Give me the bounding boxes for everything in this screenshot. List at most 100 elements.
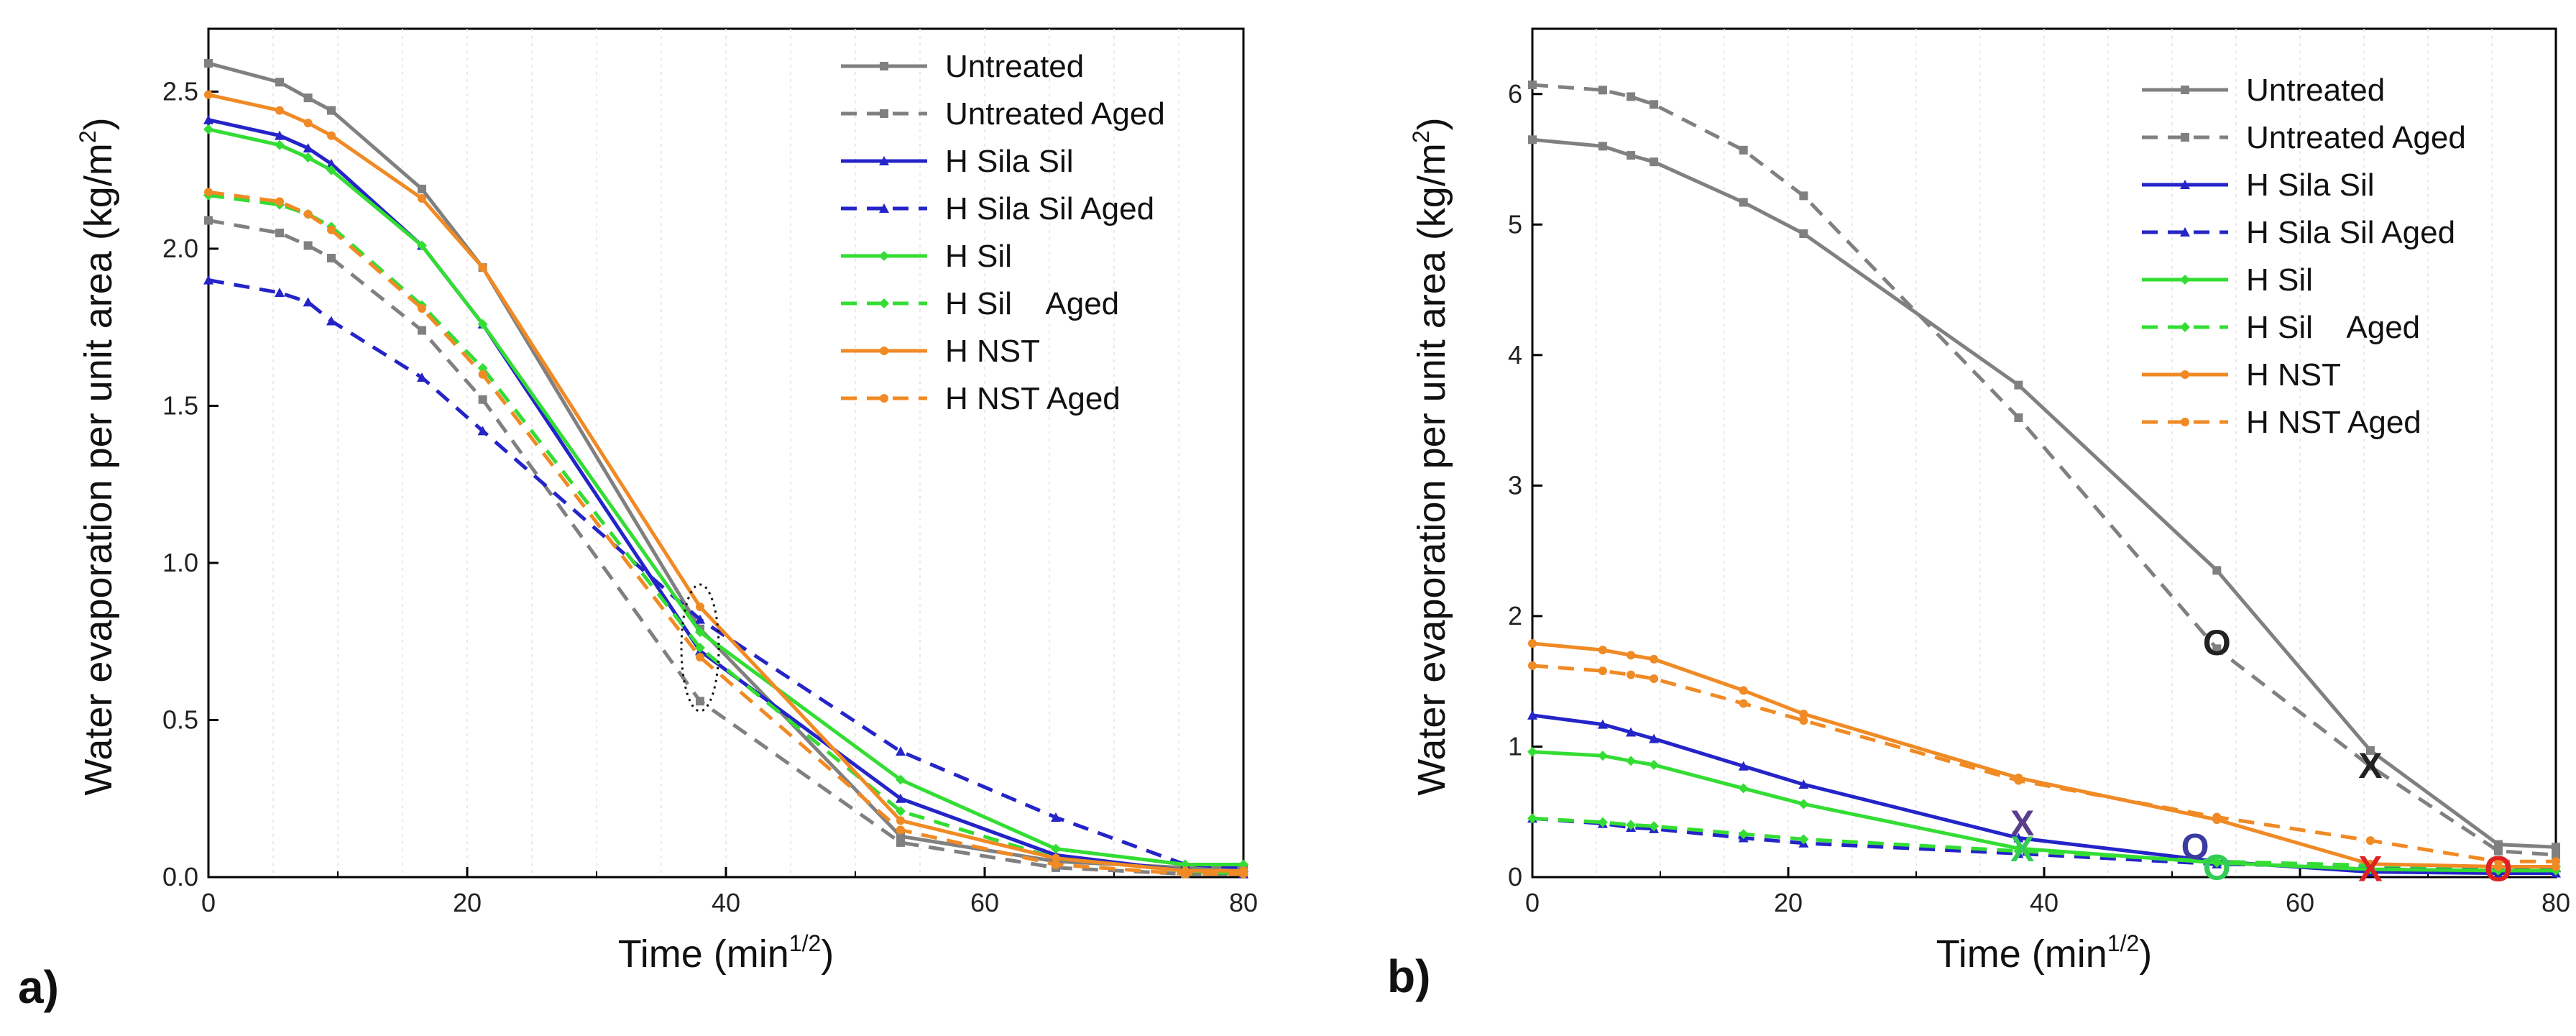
data-point [275, 130, 285, 140]
legend-label: H Sila Sil [2246, 168, 2375, 203]
data-point [1627, 151, 1636, 160]
data-point [1650, 100, 1659, 109]
data-point [418, 194, 426, 203]
legend-marker [880, 347, 888, 355]
data-point [1798, 834, 1809, 845]
data-point [1052, 853, 1060, 863]
data-point [1181, 869, 1190, 879]
data-point [477, 426, 488, 436]
annotation-marker: O [2203, 623, 2231, 663]
legend-marker [2180, 275, 2190, 285]
y-tick-label: 2 [1508, 601, 1522, 631]
data-point [1799, 191, 1808, 201]
data-point [2014, 413, 2023, 422]
y-tick-label: 4 [1508, 340, 1522, 370]
data-point [696, 653, 704, 662]
data-point [696, 602, 704, 612]
data-point [1626, 756, 1637, 766]
y-tick-label: 0.5 [162, 705, 198, 734]
data-point [303, 119, 313, 128]
data-point [1598, 646, 1607, 655]
data-point [695, 642, 705, 653]
data-point [2493, 857, 2503, 866]
data-point [1626, 820, 1637, 830]
legend-label: Untreated [2246, 73, 2385, 108]
legend-marker [879, 251, 889, 261]
legend-marker [2180, 180, 2190, 189]
data-point [2013, 833, 2024, 843]
data-point [695, 614, 705, 624]
data-point [303, 209, 313, 219]
data-point [1627, 92, 1636, 101]
legend-marker [2180, 227, 2190, 237]
legend-marker [880, 394, 888, 403]
data-point [204, 188, 213, 197]
data-point [204, 59, 213, 68]
y-tick-label: 0.0 [162, 862, 198, 891]
legend-marker [2180, 322, 2190, 332]
legend-marker [879, 298, 889, 308]
data-point [896, 838, 905, 847]
x-tick-label: 0 [1525, 888, 1540, 917]
data-point [2014, 380, 2023, 390]
legend-label: H NST [945, 334, 1040, 369]
data-point [1798, 799, 1809, 810]
series-line-h-nst-aged [1532, 664, 2556, 863]
legend-label: H Sil [945, 239, 1012, 274]
x-tick-label: 20 [453, 888, 482, 917]
x-tick-label: 20 [1774, 888, 1803, 917]
data-point [1649, 821, 1660, 832]
data-point [2365, 746, 2375, 755]
y-tick-label: 1 [1508, 731, 1522, 761]
data-point [2013, 845, 2024, 856]
legend-label: H Sila Sil Aged [945, 191, 1154, 226]
data-point [1649, 733, 1660, 743]
data-point [896, 816, 905, 825]
highlight-ellipse [680, 583, 720, 712]
data-point [1799, 229, 1808, 239]
x-axis-label-a: Time (min1/2) [618, 930, 834, 976]
data-point [2212, 566, 2222, 575]
data-point [1650, 674, 1659, 684]
y-tick-label: 3 [1508, 470, 1522, 500]
data-point [2552, 843, 2560, 852]
data-point [203, 275, 213, 285]
data-point [327, 131, 336, 140]
annotation-marker: X [2010, 803, 2034, 843]
data-point [1738, 829, 1749, 840]
data-point [1627, 670, 1636, 679]
data-point [204, 216, 213, 225]
data-point [896, 806, 906, 817]
data-point [2365, 761, 2375, 771]
legend-label: Untreated Aged [2246, 120, 2466, 155]
data-point [2365, 859, 2375, 868]
y-tick-label: 5 [1508, 209, 1522, 239]
data-point [1528, 135, 1537, 145]
data-point [477, 318, 488, 329]
legend-marker [2181, 86, 2189, 94]
legend-label: H NST Aged [945, 381, 1121, 416]
data-point [327, 225, 336, 234]
data-point [1598, 142, 1607, 151]
x-tick-label: 40 [712, 888, 740, 917]
legend-label: H NST [2246, 357, 2341, 393]
data-point [696, 697, 704, 706]
data-point [1739, 198, 1748, 207]
legend-label: Untreated Aged [945, 96, 1165, 132]
y-axis-label-b: Water evaporation per unit area (kg/m2) [1408, 117, 1453, 795]
data-point [417, 372, 427, 382]
data-point [1239, 869, 1248, 879]
data-point [1051, 812, 1061, 822]
annotation-marker: X [2010, 829, 2034, 869]
legend-marker [2181, 370, 2189, 379]
x-tick-label: 60 [970, 888, 999, 917]
y-tick-label: 1.5 [162, 390, 198, 420]
data-point [418, 184, 426, 193]
data-point [1649, 759, 1660, 770]
legend-label: H Sil Aged [2246, 310, 2420, 345]
data-point [1650, 654, 1659, 664]
data-point [478, 395, 487, 404]
data-point [2212, 812, 2222, 822]
data-point [1799, 716, 1808, 725]
